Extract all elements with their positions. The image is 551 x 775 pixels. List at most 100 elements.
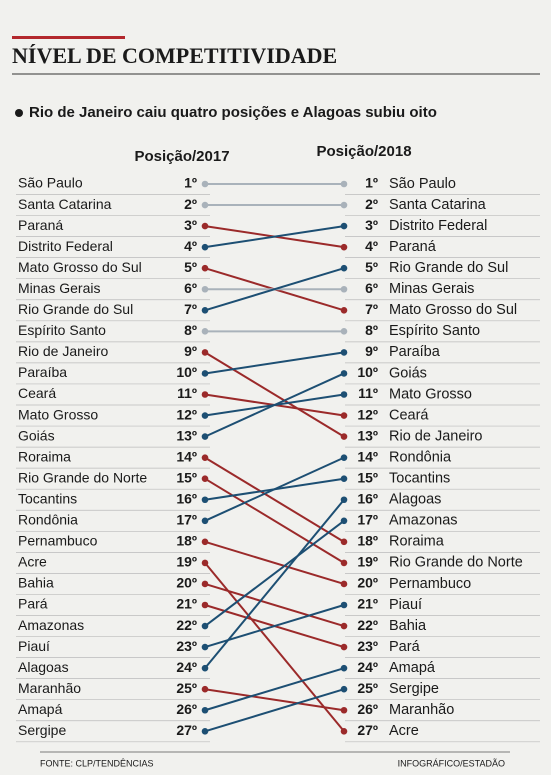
end-dot: [340, 706, 348, 714]
left-rank: 18º: [176, 533, 197, 549]
left-name: Minas Gerais: [18, 280, 100, 296]
left-rank: 9º: [184, 343, 197, 359]
slope-line: [204, 351, 345, 438]
slope-line: [204, 667, 345, 712]
left-rank: 25º: [176, 680, 197, 696]
start-dot: [201, 454, 209, 461]
left-rank: 5º: [184, 259, 197, 275]
end-dot: [340, 728, 348, 735]
start-dot: [201, 496, 209, 504]
right-name: Acre: [389, 723, 419, 739]
right-rank: 22º: [357, 617, 378, 633]
left-rank: 14º: [176, 448, 197, 464]
left-name: Pará: [18, 596, 48, 612]
right-name: Pernambuco: [389, 576, 471, 592]
right-rank: 2º: [365, 196, 378, 212]
end-dot: [340, 685, 348, 693]
right-rank: 16º: [357, 490, 378, 506]
right-rank: 25º: [357, 680, 378, 696]
left-name: Tocantins: [18, 490, 77, 506]
left-rank: 26º: [176, 701, 197, 717]
left-name: Rio Grande do Norte: [18, 469, 147, 485]
slope-line: [204, 582, 345, 628]
start-dot: [201, 728, 209, 735]
end-dot: [340, 433, 348, 440]
right-name: Minas Gerais: [389, 281, 474, 297]
left-name: Distrito Federal: [18, 238, 113, 254]
right-rank: 9º: [365, 343, 378, 359]
right-rank: 1º: [365, 175, 378, 191]
subtitle: Rio de Janeiro caiu quatro posições e Al…: [29, 104, 437, 121]
right-header: Posição/2018: [316, 143, 411, 160]
start-dot: [201, 433, 209, 440]
source: FONTE: CLP/TENDÊNCIAS: [40, 758, 154, 768]
left-name: Espírito Santo: [18, 322, 106, 338]
chart-title: NÍVEL DE COMPETITIVIDADE: [12, 43, 337, 68]
right-rank: 27º: [357, 722, 378, 738]
left-name: Amapá: [18, 701, 63, 717]
left-rank: 23º: [176, 638, 197, 654]
left-name: Maranhão: [18, 680, 81, 696]
start-dot: [201, 391, 209, 398]
right-name: Santa Catarina: [389, 197, 487, 213]
end-dot: [340, 222, 348, 230]
start-dot: [201, 285, 209, 293]
left-name: Paraíba: [18, 364, 67, 380]
right-name: Alagoas: [389, 492, 441, 508]
right-rank: 11º: [358, 385, 378, 401]
left-name: Roraima: [18, 448, 71, 464]
end-dot: [340, 243, 348, 251]
left-rank: 19º: [176, 554, 197, 570]
right-rank: 5º: [365, 259, 378, 275]
right-name: Rio Grande do Norte: [389, 555, 523, 571]
left-rank: 8º: [184, 322, 197, 338]
slope-line: [204, 688, 345, 733]
right-name: Sergipe: [389, 681, 439, 697]
start-dot: [201, 622, 209, 630]
right-name: Pará: [389, 639, 421, 655]
right-name: Distrito Federal: [389, 218, 487, 234]
end-dot: [340, 285, 348, 293]
start-dot: [201, 307, 209, 314]
left-name: Rondônia: [18, 512, 78, 528]
right-rank: 17º: [357, 512, 378, 528]
end-dot: [340, 643, 348, 651]
start-dot: [201, 328, 209, 335]
left-rank: 22º: [176, 617, 197, 633]
left-header: Posição/2017: [134, 148, 229, 165]
right-rank: 14º: [357, 448, 378, 464]
start-dot: [201, 706, 209, 714]
left-rank: 7º: [184, 301, 197, 317]
credit: INFOGRÁFICO/ESTADÃO: [398, 758, 505, 768]
start-dot: [201, 243, 209, 251]
left-name: Mato Grosso: [18, 406, 98, 422]
slope-line: [204, 372, 345, 438]
end-dot: [340, 391, 348, 398]
left-name: Amazonas: [18, 617, 84, 633]
left-rank: 13º: [176, 427, 197, 443]
right-name: Paraíba: [389, 344, 441, 360]
right-name: Espírito Santo: [389, 323, 480, 339]
right-name: Piauí: [389, 597, 422, 613]
left-name: Pernambuco: [18, 533, 98, 549]
left-name: Paraná: [18, 217, 63, 233]
right-rank: 7º: [365, 301, 378, 317]
left-rank: 17º: [176, 512, 197, 528]
end-dot: [340, 201, 348, 209]
right-name: Rio Grande do Sul: [389, 260, 508, 276]
right-rank: 20º: [357, 575, 378, 591]
left-rank: 20º: [176, 575, 197, 591]
end-dot: [340, 475, 348, 483]
start-dot: [201, 685, 209, 693]
slope-line: [204, 688, 345, 712]
left-name: Piauí: [18, 638, 50, 654]
right-name: Goiás: [389, 365, 427, 381]
left-rank: 4º: [184, 238, 197, 254]
left-rank: 11º: [177, 385, 197, 401]
slope-line: [204, 267, 345, 312]
right-name: São Paulo: [389, 176, 456, 192]
end-dot: [340, 349, 348, 356]
start-dot: [201, 264, 209, 272]
